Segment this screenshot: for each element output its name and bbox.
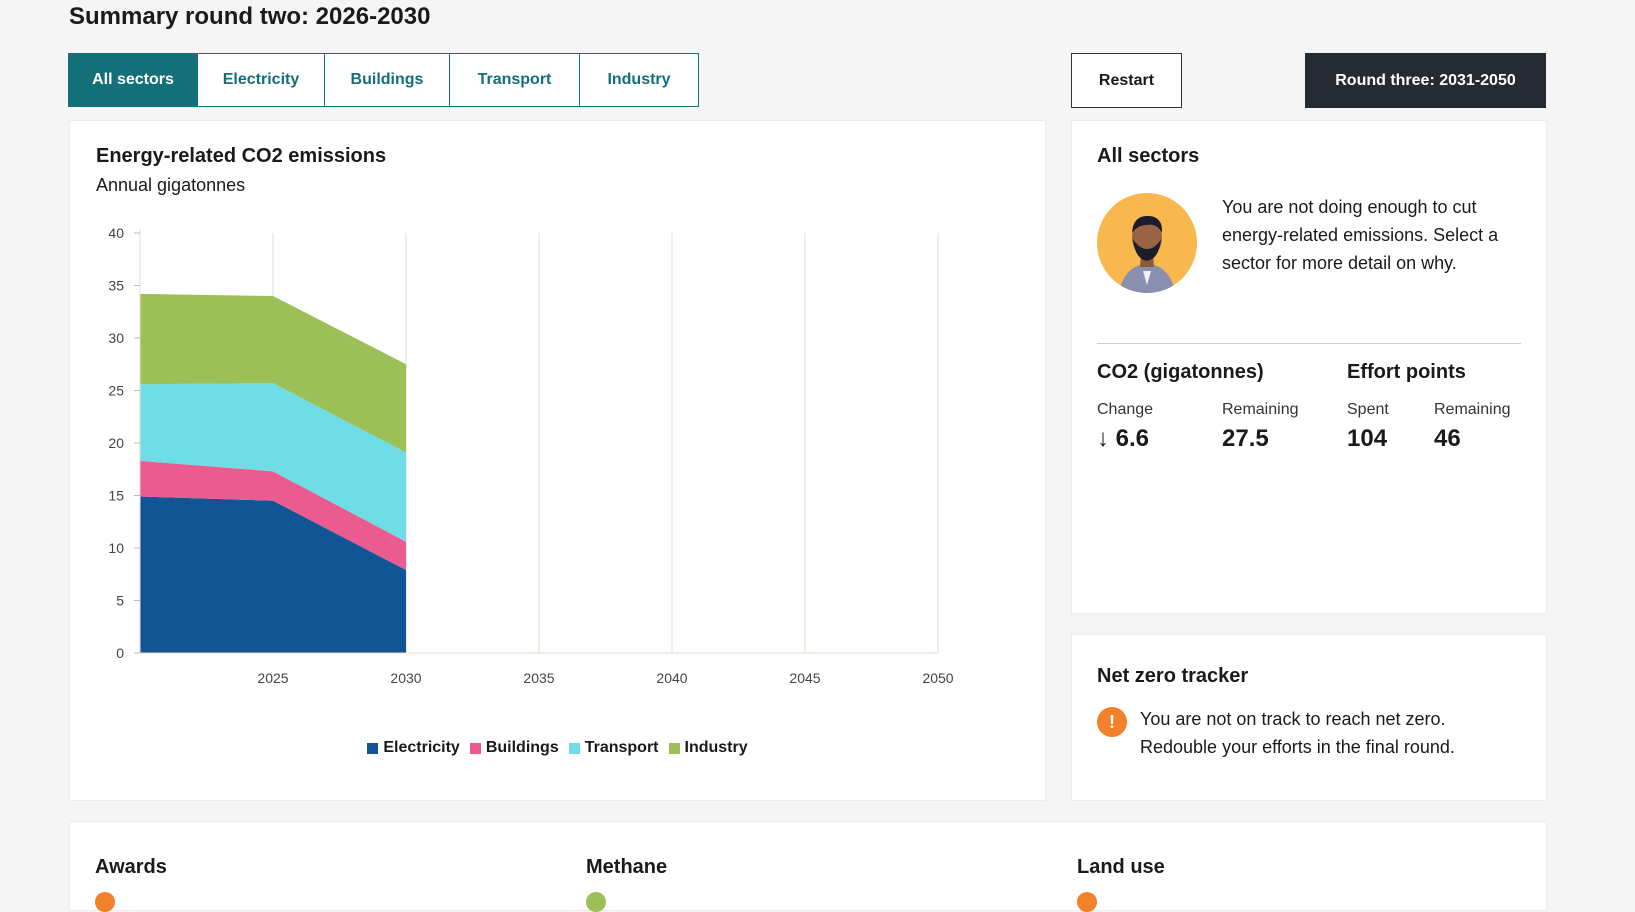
legend-label: Buildings — [485, 739, 559, 756]
x-tick-label-2045: 2045 — [789, 670, 820, 686]
sector-heading: All sectors — [1097, 145, 1200, 167]
effort-remaining-value: 46 — [1434, 425, 1461, 452]
tab-transport[interactable]: Transport — [449, 53, 580, 107]
x-tick-label-2025: 2025 — [257, 670, 288, 686]
next-round-button[interactable]: Round three: 2031-2050 — [1305, 53, 1546, 108]
co2-change-value: ↓ 6.6 — [1097, 425, 1150, 452]
legend-item-industry: Industry — [668, 739, 748, 757]
y-tick-label-10: 10 — [108, 540, 124, 556]
awards-heading: Awards — [95, 856, 167, 878]
divider — [1097, 343, 1521, 344]
y-tick-label-35: 35 — [108, 278, 124, 294]
effort-spent-value: 104 — [1347, 425, 1388, 452]
bottom-summary-card: Awards Methane Land use — [69, 821, 1547, 912]
x-tick-label-2050: 2050 — [922, 670, 953, 686]
co2-heading: CO2 (gigatonnes) — [1097, 361, 1264, 383]
awards-status-icon — [95, 892, 115, 912]
effort-remaining-label: Remaining — [1434, 401, 1511, 418]
y-tick-label-40: 40 — [108, 225, 124, 241]
x-tick-label-2040: 2040 — [656, 670, 687, 686]
area-electricity — [140, 496, 406, 653]
x-tick-label-2035: 2035 — [523, 670, 554, 686]
legend-label: Transport — [584, 739, 659, 756]
co2-remaining-label: Remaining — [1222, 401, 1299, 418]
y-tick-label-20: 20 — [108, 435, 124, 451]
tracker-heading: Net zero tracker — [1097, 665, 1249, 687]
sector-summary-card: All sectors You are not doing enough to … — [1071, 120, 1547, 614]
net-zero-tracker-card: Net zero tracker ! You are not on track … — [1071, 634, 1547, 801]
y-tick-label-0: 0 — [116, 645, 124, 661]
y-tick-label-5: 5 — [116, 593, 124, 609]
co2-change-label: Change — [1097, 401, 1154, 418]
area-buildings — [140, 460, 406, 571]
tab-electricity[interactable]: Electricity — [197, 53, 325, 107]
legend-item-buildings: Buildings — [469, 739, 559, 757]
chart-legend: Electricity Buildings Transport Industry — [70, 739, 1045, 757]
effort-heading: Effort points — [1347, 361, 1466, 383]
sector-tabs: All sectors Electricity Buildings Transp… — [68, 53, 699, 107]
advisor-avatar-icon — [1097, 193, 1197, 293]
land-use-heading: Land use — [1077, 856, 1165, 878]
area-industry — [140, 293, 406, 453]
legend-swatch — [367, 742, 379, 754]
land-use-status-icon — [1077, 892, 1097, 912]
effort-spent-label: Spent — [1347, 401, 1389, 418]
feedback-text: You are not doing enough to cut energy-r… — [1222, 197, 1499, 273]
methane-heading: Methane — [586, 856, 668, 878]
chart-subtitle: Annual gigatonnes — [96, 175, 246, 195]
y-tick-label-30: 30 — [108, 330, 124, 346]
legend-item-electricity: Electricity — [367, 739, 460, 757]
restart-button[interactable]: Restart — [1071, 53, 1182, 108]
legend-label: Industry — [684, 739, 748, 756]
legend-label: Electricity — [383, 739, 460, 756]
y-tick-label-25: 25 — [108, 383, 124, 399]
y-tick-label-15: 15 — [108, 488, 124, 504]
legend-swatch — [568, 742, 580, 754]
area-transport — [140, 383, 406, 542]
legend-swatch — [469, 742, 481, 754]
tracker-message: You are not on track to reach net zero. … — [1140, 709, 1455, 757]
emissions-chart-card: Energy-related CO2 emissions Annual giga… — [69, 120, 1046, 801]
page-title: Summary round two: 2026-2030 — [69, 3, 431, 30]
chart-title: Energy-related CO2 emissions — [96, 145, 387, 167]
legend-item-transport: Transport — [568, 739, 659, 757]
tab-buildings[interactable]: Buildings — [324, 53, 450, 107]
methane-status-icon — [586, 892, 606, 912]
legend-swatch — [668, 742, 680, 754]
warning-icon: ! — [1097, 707, 1127, 737]
x-tick-label-2030: 2030 — [390, 670, 421, 686]
tab-all-sectors[interactable]: All sectors — [68, 53, 198, 107]
tab-industry[interactable]: Industry — [579, 53, 699, 107]
co2-remaining-value: 27.5 — [1222, 425, 1269, 452]
